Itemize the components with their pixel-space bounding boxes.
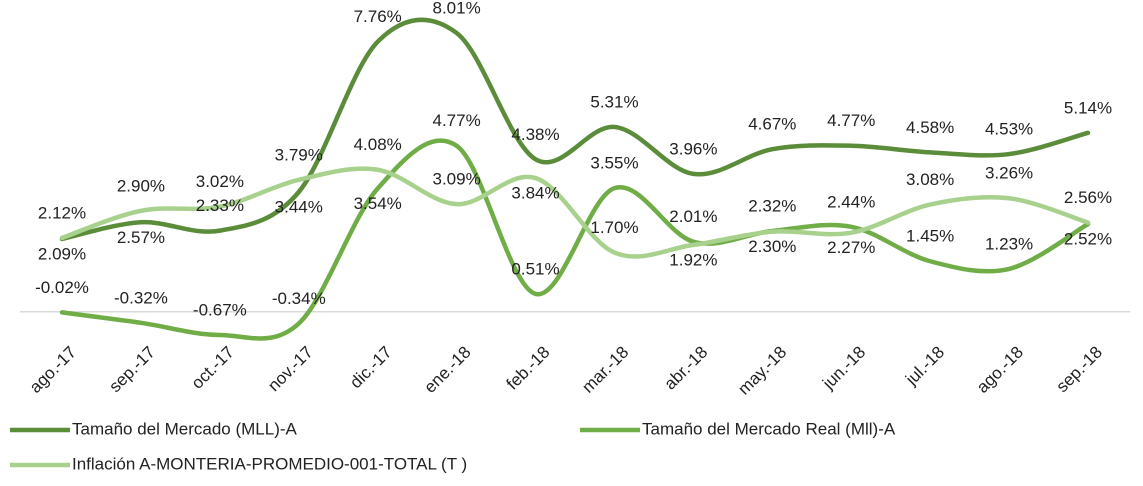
data-label: 2.12% bbox=[38, 203, 86, 222]
data-label: 1.92% bbox=[669, 250, 717, 269]
series-line bbox=[59, 138, 1091, 341]
x-tick-label: abr.-18 bbox=[661, 343, 712, 394]
data-label: 4.67% bbox=[748, 115, 796, 134]
x-tick-label: jul.-18 bbox=[901, 343, 948, 390]
data-label: -0.67% bbox=[193, 300, 247, 319]
x-tick-label: sep.-17 bbox=[105, 343, 159, 397]
data-label: 4.77% bbox=[827, 111, 875, 130]
x-tick-label: ago.-17 bbox=[26, 343, 80, 397]
data-label: 2.57% bbox=[117, 228, 165, 247]
x-tick-label: feb.-18 bbox=[503, 343, 554, 394]
data-label: 2.30% bbox=[748, 237, 796, 256]
x-tick-label: dic.-17 bbox=[346, 343, 396, 393]
x-tick-label: ene.-18 bbox=[420, 343, 474, 397]
data-label: 4.53% bbox=[985, 120, 1033, 139]
legend-label: Tamaño del Mercado Real (Mll)-A bbox=[642, 419, 896, 438]
series-line bbox=[59, 17, 1091, 242]
data-label: 4.58% bbox=[906, 118, 954, 137]
data-label: 1.45% bbox=[906, 227, 954, 246]
data-label: 4.77% bbox=[433, 111, 481, 130]
data-label: 2.44% bbox=[827, 192, 875, 211]
data-label: 3.26% bbox=[985, 164, 1033, 183]
legend-label: Tamaño del Mercado (MLL)-A bbox=[72, 419, 298, 438]
data-label: 3.55% bbox=[590, 154, 638, 173]
x-tick-label: mar.-18 bbox=[578, 343, 632, 397]
series-line bbox=[59, 166, 1091, 259]
data-label: 2.90% bbox=[117, 176, 165, 195]
x-tick-label: may.-18 bbox=[734, 343, 790, 399]
data-label: 4.08% bbox=[354, 135, 402, 154]
data-label: 2.27% bbox=[827, 238, 875, 257]
data-label: 2.09% bbox=[38, 244, 86, 263]
data-label: 3.08% bbox=[906, 170, 954, 189]
data-label: 0.51% bbox=[511, 259, 559, 278]
data-label: 3.79% bbox=[275, 145, 323, 164]
data-label: 2.33% bbox=[196, 196, 244, 215]
data-label: 2.56% bbox=[1064, 188, 1112, 207]
x-tick-label: oct.-17 bbox=[188, 343, 238, 393]
data-label: 3.44% bbox=[275, 197, 323, 216]
data-label: 2.32% bbox=[748, 196, 796, 215]
x-tick-label: sep.-18 bbox=[1052, 343, 1106, 397]
x-tick-label: jun.-18 bbox=[818, 343, 869, 394]
x-tick-label: ago.-18 bbox=[973, 343, 1027, 397]
data-label: 3.02% bbox=[196, 172, 244, 191]
data-label: 2.01% bbox=[669, 207, 717, 226]
data-label: 1.23% bbox=[985, 234, 1033, 253]
data-label: 5.14% bbox=[1064, 98, 1112, 117]
data-label: 3.84% bbox=[511, 184, 559, 203]
data-label: -0.32% bbox=[114, 288, 168, 307]
data-label: 1.70% bbox=[590, 218, 638, 237]
data-label: -0.02% bbox=[35, 278, 89, 297]
data-label: 7.76% bbox=[354, 7, 402, 26]
data-label: 8.01% bbox=[433, 0, 481, 17]
data-label: 4.38% bbox=[511, 125, 559, 144]
data-label: 3.09% bbox=[433, 170, 481, 189]
x-tick-label: nov.-17 bbox=[264, 343, 317, 396]
data-label: 2.52% bbox=[1064, 229, 1112, 248]
legend-label: Inflación A-MONTERIA-PROMEDIO-001-TOTAL … bbox=[72, 454, 467, 473]
data-label: -0.34% bbox=[272, 289, 326, 308]
data-label: 3.54% bbox=[354, 194, 402, 213]
data-label: 3.96% bbox=[669, 139, 717, 158]
data-label: 5.31% bbox=[590, 92, 638, 111]
